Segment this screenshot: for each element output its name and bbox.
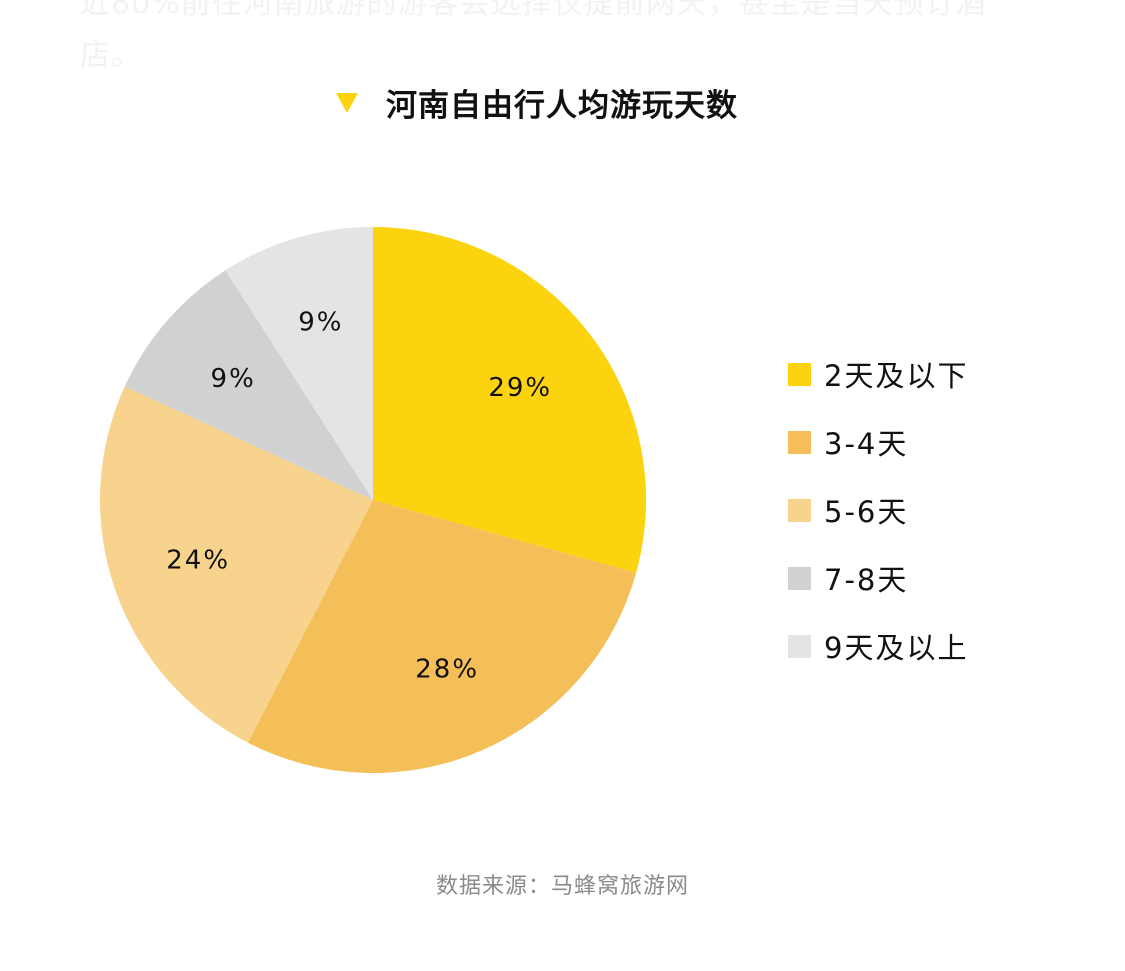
pie-slice-label-5: 9% xyxy=(298,307,343,337)
pie-slice-label-2: 28% xyxy=(415,654,479,684)
legend-item-2-days-or-less: 2天及以下 xyxy=(788,340,968,408)
pie-slice-label-4: 9% xyxy=(211,364,256,394)
pie-slices xyxy=(99,227,646,773)
triangle-marker-icon xyxy=(336,93,358,113)
legend-label: 5-6天 xyxy=(824,495,909,529)
legend-swatch xyxy=(788,362,811,386)
pie-slice-5 xyxy=(225,227,373,500)
legend-label: 9天及以上 xyxy=(824,631,969,665)
legend-swatch xyxy=(788,634,811,658)
pie-slice-3 xyxy=(99,386,374,743)
legend-item-5-6-days: 5-6天 xyxy=(788,476,968,544)
chart-title: 河南自由行人均游玩天数 xyxy=(386,87,738,124)
legend-item-3-4-days: 3-4天 xyxy=(788,408,968,476)
legend-label: 2天及以下 xyxy=(824,359,969,393)
legend-label: 3-4天 xyxy=(824,427,909,461)
legend-item-9-days-or-more: 9天及以上 xyxy=(788,612,968,680)
pie-slice-labels: 29% 28% 24% 9% 9% xyxy=(166,307,552,684)
pie-slice-label-1: 29% xyxy=(488,373,552,403)
pie-slice-2 xyxy=(247,500,637,773)
legend-swatch xyxy=(788,566,811,590)
legend-swatch xyxy=(788,430,811,454)
chart-heading: 河南自由行人均游玩天数 xyxy=(336,80,738,124)
legend: 2天及以下 3-4天 5-6天 7-8天 9天及以上 xyxy=(788,340,968,680)
legend-swatch xyxy=(788,498,811,522)
pie-slice-4 xyxy=(124,270,373,500)
legend-label: 7-8天 xyxy=(824,563,909,597)
pie-chart: 29% 28% 24% 9% 9% xyxy=(99,227,646,773)
pie-slice-1 xyxy=(373,227,646,573)
faded-intro-text: 近80%前往河南旅游的游客会选择仅提前两天，甚至是当天预订酒店。 xyxy=(80,0,987,73)
data-source-note: 数据来源：马蜂窝旅游网 xyxy=(435,874,689,899)
pie-slice-label-3: 24% xyxy=(166,546,230,576)
legend-item-7-8-days: 7-8天 xyxy=(788,544,968,612)
